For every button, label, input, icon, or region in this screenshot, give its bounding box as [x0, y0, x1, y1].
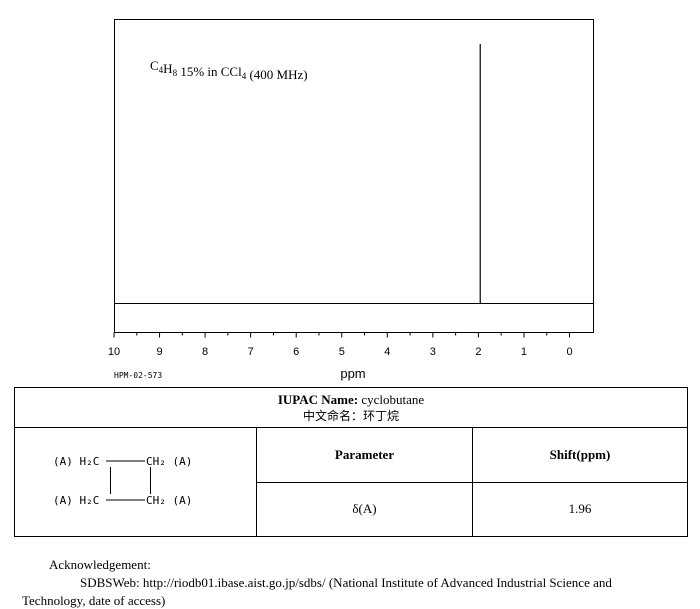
structure-label-top-left: (A) H₂C — [53, 455, 99, 468]
structure-label-top-right: CH₂ (A) — [146, 455, 192, 468]
x-axis-ticks: 10 9 8 7 6 5 4 3 2 1 0 — [108, 332, 573, 358]
parameter-header: Parameter — [256, 427, 473, 483]
acknowledgement-title: Acknowledgement: — [49, 557, 151, 572]
iupac-cell: IUPAC Name: cyclobutane 中文命名：环丁烷 — [13, 387, 689, 428]
spectrum-code: HPM-02-573 — [114, 371, 162, 380]
acknowledgement-line-1: SDBSWeb: http://riodb01.ibase.aist.go.jp… — [80, 575, 612, 590]
shift-header: Shift(ppm) — [471, 427, 689, 483]
chinese-name: 中文命名：环丁烷 — [303, 408, 400, 423]
x-tick-label: 2 — [475, 346, 481, 358]
acknowledgement-line-2: Technology, date of access) — [22, 593, 166, 608]
iupac-label: IUPAC Name: — [277, 391, 359, 407]
x-tick-label: 4 — [384, 346, 390, 358]
x-tick-label: 7 — [248, 346, 254, 358]
compound-info-table: IUPAC Name: cyclobutane 中文命名：环丁烷 (A) H₂C… — [13, 387, 689, 537]
x-axis-label: ppm — [340, 366, 365, 381]
x-tick-label: 9 — [156, 346, 162, 358]
structure-cell: (A) H₂C CH₂ (A) (A) H₂C CH₂ (A) — [14, 427, 257, 537]
x-tick-label: 5 — [339, 346, 345, 358]
iupac-value: cyclobutane — [358, 391, 425, 407]
nmr-spectrum-chart: 10 9 8 7 6 5 4 3 2 1 0 C4H8 15% in CCl4 (400 MHz) … — [108, 19, 594, 381]
x-tick-label: 10 — [108, 346, 120, 358]
parameter-value: δ(A) — [256, 481, 473, 537]
x-tick-label: 8 — [202, 346, 208, 358]
shift-value: 1.96 — [471, 481, 689, 537]
structure-label-bottom-left: (A) H₂C — [53, 494, 99, 507]
sample-annotation: C4H8 15% in CCl4 (400 MHz) — [150, 58, 308, 82]
x-tick-label: 1 — [521, 346, 527, 358]
structure-label-bottom-right: CH₂ (A) — [146, 494, 192, 507]
x-tick-label: 0 — [566, 346, 572, 358]
x-tick-label: 3 — [430, 346, 436, 358]
x-tick-label: 6 — [293, 346, 299, 358]
cyclobutane-structure: (A) H₂C CH₂ (A) (A) H₂C CH₂ (A) — [53, 455, 192, 507]
